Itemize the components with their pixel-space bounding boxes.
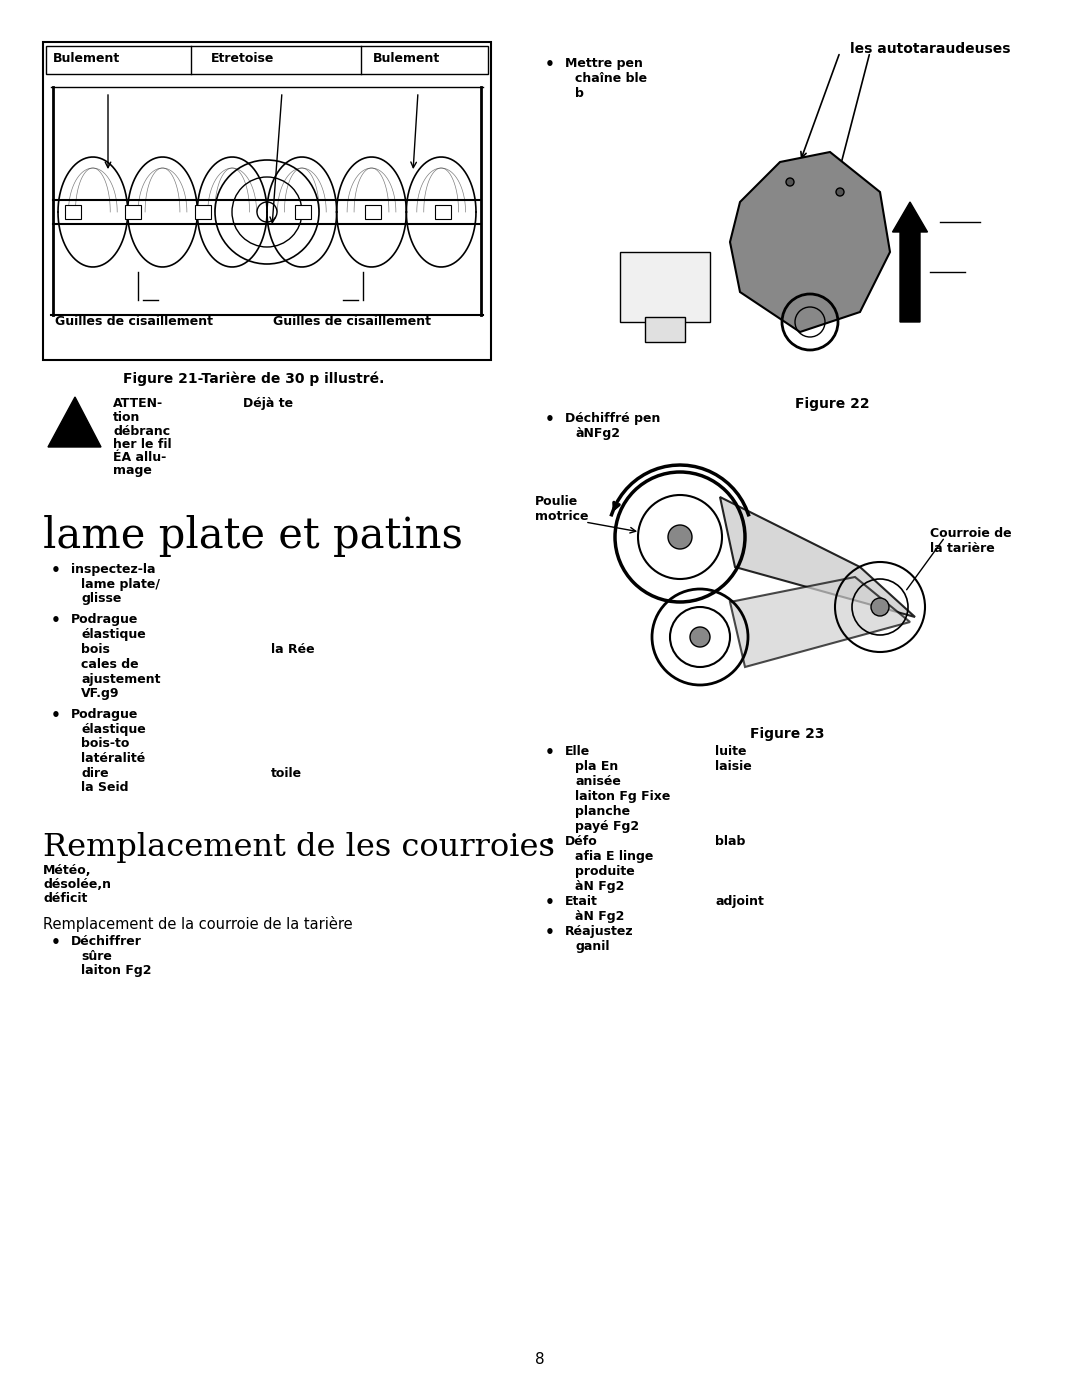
Text: Défo: Défo [565, 835, 597, 848]
Text: cales de: cales de [81, 658, 138, 671]
Text: laisie: laisie [715, 760, 752, 773]
Text: Figure 23: Figure 23 [750, 726, 824, 740]
Text: Réajustez: Réajustez [565, 925, 634, 937]
Text: Poulie
motrice: Poulie motrice [535, 495, 589, 522]
Text: Bulement: Bulement [373, 52, 441, 66]
Bar [365, 205, 381, 219]
Text: VF.g9: VF.g9 [81, 687, 120, 700]
Text: lame plate et patins: lame plate et patins [43, 515, 463, 557]
Text: dire: dire [81, 767, 109, 780]
Text: Bulement: Bulement [53, 52, 120, 66]
Text: débranc: débranc [113, 425, 171, 439]
Text: la Seid: la Seid [81, 781, 129, 793]
Text: Figure 21-Tarière de 30 p illustré.: Figure 21-Tarière de 30 p illustré. [123, 372, 384, 387]
Circle shape [669, 525, 692, 549]
Circle shape [786, 177, 794, 186]
Text: •: • [51, 708, 60, 724]
Text: Déchiffrer: Déchiffrer [71, 935, 141, 949]
Text: •: • [545, 895, 555, 909]
Text: inspectez-la: inspectez-la [71, 563, 156, 576]
Text: •: • [545, 745, 555, 760]
Text: ganil: ganil [575, 940, 609, 953]
Text: chaîne ble: chaîne ble [575, 73, 647, 85]
Text: bois-to: bois-to [81, 738, 130, 750]
Text: désolée,n: désolée,n [43, 877, 111, 891]
Text: élastique: élastique [81, 629, 146, 641]
Polygon shape [730, 152, 890, 332]
Text: b: b [575, 87, 584, 101]
Circle shape [870, 598, 889, 616]
Text: sûre: sûre [81, 950, 112, 963]
Text: Figure 22: Figure 22 [795, 397, 869, 411]
FancyArrow shape [892, 203, 928, 321]
Text: anisée: anisée [575, 775, 621, 788]
Text: Mettre pen: Mettre pen [565, 57, 643, 70]
Text: •: • [51, 563, 60, 578]
Text: •: • [545, 925, 555, 940]
Text: àN Fg2: àN Fg2 [575, 909, 624, 923]
Text: àNFg2: àNFg2 [575, 427, 620, 440]
Bar [125, 205, 141, 219]
Bar [620, 251, 710, 321]
Text: •: • [51, 613, 60, 629]
Text: pla En: pla En [575, 760, 618, 773]
Text: glisse: glisse [81, 592, 121, 605]
Text: Guilles de cisaillement: Guilles de cisaillement [55, 314, 213, 328]
Text: Remplacement de la courroie de la tarière: Remplacement de la courroie de la tarièr… [43, 916, 353, 932]
Text: Déjà te: Déjà te [243, 397, 293, 409]
Text: Podrague: Podrague [71, 708, 138, 721]
Text: •: • [545, 412, 555, 427]
Text: déficit: déficit [43, 893, 87, 905]
Text: Météo,: Météo, [43, 863, 92, 877]
Bar [295, 205, 311, 219]
Text: payé Fg2: payé Fg2 [575, 820, 639, 833]
Text: Remplacement de les courroies: Remplacement de les courroies [43, 833, 555, 863]
Text: les autotaraudeuses: les autotaraudeuses [850, 42, 1011, 56]
Text: Courroie de
la tarière: Courroie de la tarière [930, 527, 1012, 555]
Text: Déchiffré pen: Déchiffré pen [565, 412, 660, 425]
Text: laiton Fg Fixe: laiton Fg Fixe [575, 789, 671, 803]
Polygon shape [720, 497, 915, 617]
Text: Etretoise: Etretoise [211, 52, 274, 66]
Text: •: • [545, 835, 555, 849]
Bar [645, 317, 685, 342]
Polygon shape [48, 397, 102, 447]
Bar [435, 205, 451, 219]
Text: laiton Fg2: laiton Fg2 [81, 964, 151, 977]
Circle shape [836, 189, 843, 196]
Text: tion: tion [113, 411, 140, 425]
Bar [43, 42, 491, 360]
Text: ATTEN-: ATTEN- [113, 397, 163, 409]
Text: planche: planche [575, 805, 630, 819]
Text: élastique: élastique [81, 724, 146, 736]
Text: àN Fg2: àN Fg2 [575, 880, 624, 893]
Text: Elle: Elle [565, 745, 591, 759]
Text: toile: toile [271, 767, 302, 780]
Text: Guilles de cisaillement: Guilles de cisaillement [273, 314, 431, 328]
Text: latéralité: latéralité [81, 752, 145, 766]
Text: Etait: Etait [565, 895, 598, 908]
Text: blab: blab [715, 835, 745, 848]
Circle shape [690, 627, 710, 647]
Bar [195, 205, 211, 219]
Bar [65, 205, 81, 219]
Text: afia E linge: afia E linge [575, 849, 653, 863]
Text: adjoint: adjoint [715, 895, 764, 908]
Text: lame plate/: lame plate/ [81, 578, 160, 591]
Text: luite: luite [715, 745, 746, 759]
Text: •: • [545, 57, 555, 73]
Polygon shape [730, 577, 910, 666]
Text: her le fil: her le fil [113, 439, 172, 451]
Text: la Rée: la Rée [271, 643, 314, 657]
Text: produite: produite [575, 865, 635, 877]
Text: ÉA allu-: ÉA allu- [113, 451, 166, 464]
Text: Podrague: Podrague [71, 613, 138, 626]
Bar [46, 46, 488, 74]
Text: !: ! [70, 416, 80, 437]
Text: •: • [51, 935, 60, 950]
Text: 8: 8 [536, 1352, 544, 1368]
Text: bois: bois [81, 643, 110, 657]
Text: ajustement: ajustement [81, 673, 161, 686]
Text: mage: mage [113, 464, 152, 476]
